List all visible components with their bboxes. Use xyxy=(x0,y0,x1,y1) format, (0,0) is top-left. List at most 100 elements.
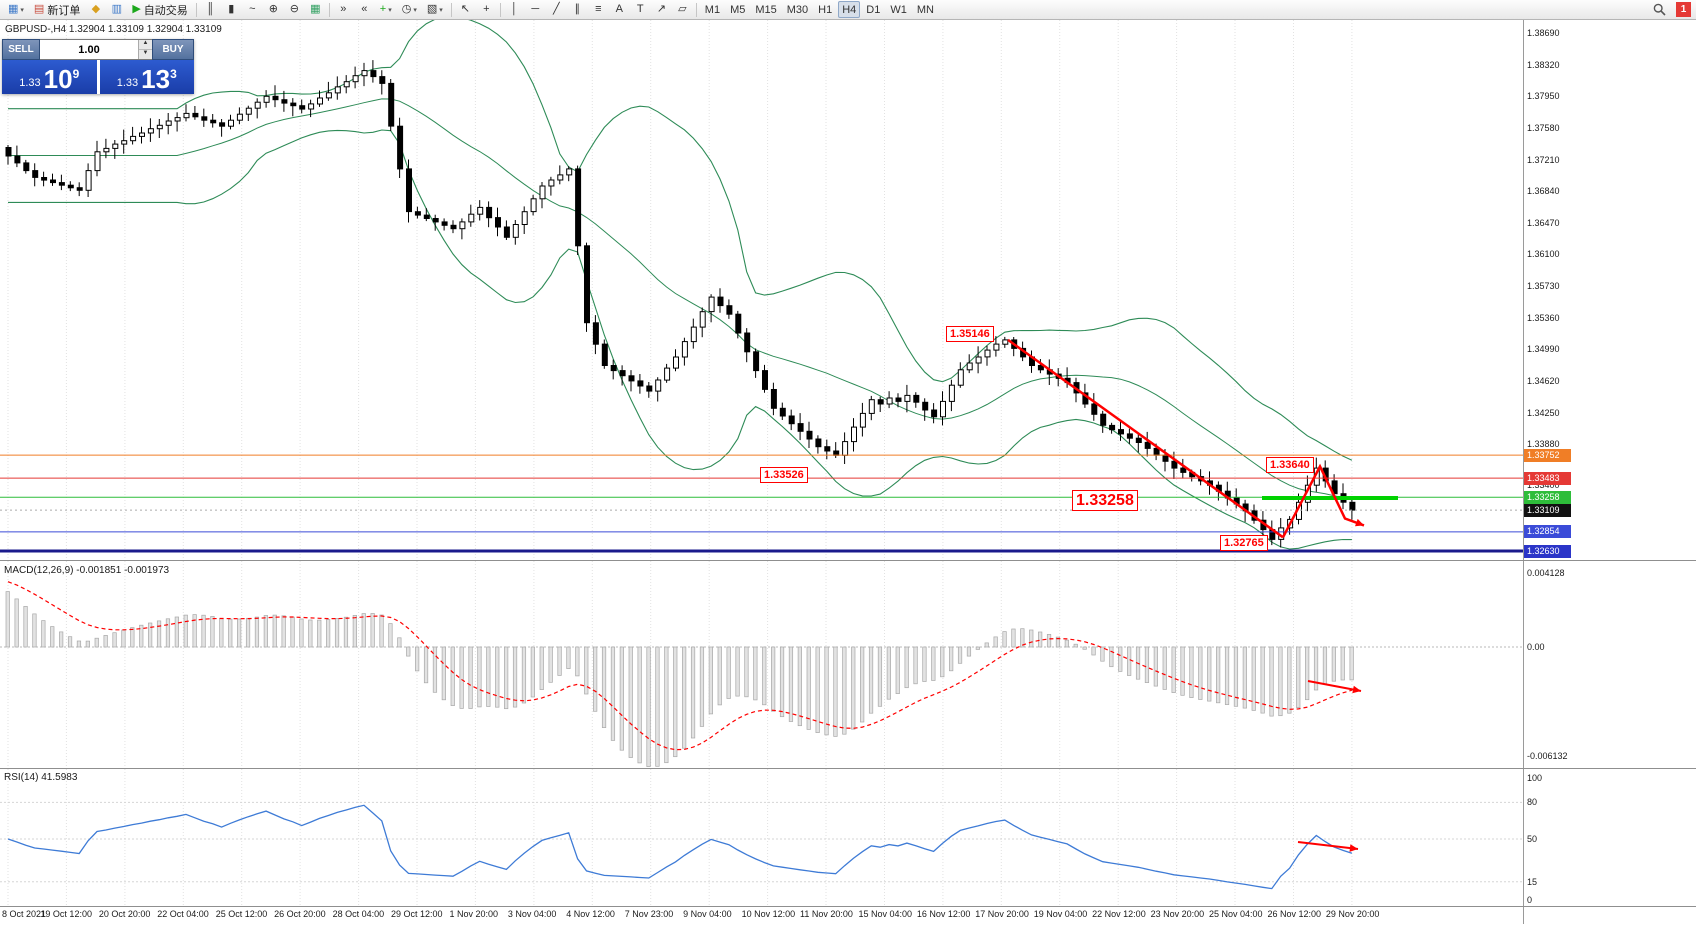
panel-splitter[interactable] xyxy=(0,906,1696,907)
time-axis-label[interactable]: 28 Oct 04:00 xyxy=(332,909,385,919)
indicators-button[interactable]: + ▾ xyxy=(376,1,396,18)
volume-input[interactable] xyxy=(40,40,138,59)
shapes-button[interactable]: ▱ xyxy=(673,1,692,18)
price-tag: 1.33483 xyxy=(1524,471,1571,485)
time-axis-label[interactable]: 16 Nov 12:00 xyxy=(916,909,971,919)
line-chart-button[interactable]: ~ xyxy=(243,1,262,18)
price-axis-label: 1.34250 xyxy=(1527,407,1560,418)
zoom-in-button[interactable]: ⊕ xyxy=(264,1,283,18)
price-annotation-label[interactable]: 1.33526 xyxy=(760,466,808,483)
time-axis-label[interactable]: 8 Oct 2021 xyxy=(2,909,47,919)
time-axis-label[interactable]: 9 Nov 04:00 xyxy=(683,909,732,919)
tile-windows-button[interactable]: ▦ xyxy=(306,1,325,18)
vertical-line-button[interactable]: │ xyxy=(505,1,524,18)
crosshair-button[interactable]: + xyxy=(477,1,496,18)
toolbar-separator xyxy=(450,2,452,17)
price-axis-label: 1.35730 xyxy=(1527,281,1560,292)
chart-shift-button[interactable]: « xyxy=(355,1,374,18)
sell-price-point: 9 xyxy=(72,67,80,81)
volume-up-button[interactable]: ▲ xyxy=(139,40,152,50)
time-axis-label[interactable]: 20 Oct 20:00 xyxy=(98,909,151,919)
timeframe-m30-button[interactable]: M30 xyxy=(786,3,809,16)
buy-button[interactable]: BUY xyxy=(152,39,194,60)
price-axis-label: 1.38690 xyxy=(1527,28,1560,38)
timeframe-h1-button[interactable]: H1 xyxy=(818,3,833,16)
new-chart-button[interactable]: ▦ ▾ xyxy=(4,1,28,18)
label-button[interactable]: T xyxy=(631,1,650,18)
time-axis-label[interactable]: 22 Nov 12:00 xyxy=(1092,909,1146,919)
auto-scroll-button[interactable]: » xyxy=(334,1,353,18)
cursor-button[interactable]: ↖ xyxy=(456,1,475,18)
auto-trading-button[interactable]: ▶ 自动交易 xyxy=(128,1,191,18)
time-axis-label[interactable]: 23 Nov 20:00 xyxy=(1150,909,1205,919)
time-axis-label[interactable]: 15 Nov 04:00 xyxy=(858,909,912,919)
panel-splitter[interactable] xyxy=(0,560,1696,561)
timeframe-m15-button[interactable]: M15 xyxy=(755,3,777,16)
time-axis-label[interactable]: 17 Nov 20:00 xyxy=(975,909,1029,919)
new-order-button[interactable]: ▤ 新订单 xyxy=(30,1,84,18)
rsi-axis-label: 15 xyxy=(1527,876,1538,887)
fibonacci-button[interactable]: ≡ xyxy=(589,1,608,18)
time-axis-label[interactable]: 26 Nov 12:00 xyxy=(1267,909,1321,919)
macd-plot[interactable] xyxy=(0,561,1523,768)
text-button[interactable]: A xyxy=(610,1,629,18)
zoom-out-button[interactable]: ⊖ xyxy=(285,1,304,18)
price-annotation-label[interactable]: 1.33258 xyxy=(1072,489,1138,511)
time-axis-label[interactable]: 7 Nov 23:00 xyxy=(624,909,674,919)
time-axis-label[interactable]: 11 Nov 20:00 xyxy=(800,909,853,919)
macd-axis-zero: 0.00 xyxy=(1527,642,1545,652)
arrow-tool-icon: ↗ xyxy=(656,3,666,15)
price-annotation-label[interactable]: 1.35146 xyxy=(946,325,994,342)
time-axis-label[interactable]: 19 Oct 12:00 xyxy=(40,909,92,919)
volume-down-button[interactable]: ▼ xyxy=(139,50,152,59)
horizontal-line-button[interactable]: ─ xyxy=(526,1,545,18)
bar-chart-button[interactable]: ║ xyxy=(201,1,220,18)
profiles-button[interactable]: ◆ xyxy=(86,1,105,18)
price-annotation-label[interactable]: 1.32765 xyxy=(1220,535,1268,552)
toolbar-right: 1 xyxy=(1648,1,1693,18)
time-axis-label[interactable]: 25 Nov 04:00 xyxy=(1209,909,1263,919)
price-axis-label: 1.34620 xyxy=(1527,375,1560,386)
price-tag: 1.32630 xyxy=(1524,544,1571,558)
toolbar-separator xyxy=(499,2,501,17)
periods-icon: ◷ xyxy=(401,3,412,15)
charts-list-button[interactable]: ▥ xyxy=(107,1,126,18)
timeframe-mn-button[interactable]: MN xyxy=(916,3,934,16)
time-axis-label[interactable]: 22 Oct 04:00 xyxy=(157,909,209,919)
buy-price[interactable]: 1.33 13 3 xyxy=(99,60,194,94)
notification-badge[interactable]: 1 xyxy=(1676,2,1691,17)
time-axis-label[interactable]: 29 Oct 12:00 xyxy=(391,909,443,919)
arrow-tool-button[interactable]: ↗ xyxy=(652,1,671,18)
rsi-indicator-label: RSI(14) 41.5983 xyxy=(4,772,78,783)
indicators-icon: + xyxy=(379,3,387,15)
time-axis-label[interactable]: 1 Nov 20:00 xyxy=(449,909,498,919)
time-axis-label[interactable]: 29 Nov 20:00 xyxy=(1325,909,1380,919)
time-axis-label[interactable]: 26 Oct 20:00 xyxy=(274,909,326,919)
price-annotation-label[interactable]: 1.33640 xyxy=(1266,456,1314,473)
time-axis-label[interactable]: 3 Nov 04:00 xyxy=(507,909,557,919)
time-axis-label[interactable]: 10 Nov 12:00 xyxy=(741,909,796,919)
timeframe-m1-button[interactable]: M1 xyxy=(704,3,721,16)
timeframe-w1-button[interactable]: W1 xyxy=(890,3,907,16)
time-axis-label[interactable]: 19 Nov 04:00 xyxy=(1033,909,1088,919)
volume-stepper: ▲ ▼ xyxy=(138,40,152,59)
time-axis-label[interactable]: 4 Nov 12:00 xyxy=(566,909,615,919)
timeframe-m5-button[interactable]: M5 xyxy=(730,3,746,16)
time-axis-label[interactable]: 25 Oct 12:00 xyxy=(215,909,268,919)
rsi-axis-label: 0 xyxy=(1527,895,1533,905)
rsi-plot[interactable] xyxy=(0,769,1523,906)
timeframe-d1-button[interactable]: D1 xyxy=(866,3,881,16)
tile-windows-icon: ▦ xyxy=(310,3,321,15)
channel-button[interactable]: ∥ xyxy=(568,1,587,18)
trendline-button[interactable]: ╱ xyxy=(547,1,566,18)
vertical-line-icon: │ xyxy=(510,3,518,15)
timeframe-h4-button[interactable]: H4 xyxy=(838,1,861,18)
sell-price[interactable]: 1.33 10 9 xyxy=(2,60,97,94)
candlestick-chart-button[interactable]: ▮ xyxy=(222,1,241,18)
templates-button[interactable]: ▧ ▾ xyxy=(423,1,447,18)
sell-button[interactable]: SELL xyxy=(2,39,40,60)
panel-splitter[interactable] xyxy=(0,768,1696,769)
search-button[interactable] xyxy=(1649,1,1670,18)
periods-button[interactable]: ◷ ▾ xyxy=(398,1,421,18)
